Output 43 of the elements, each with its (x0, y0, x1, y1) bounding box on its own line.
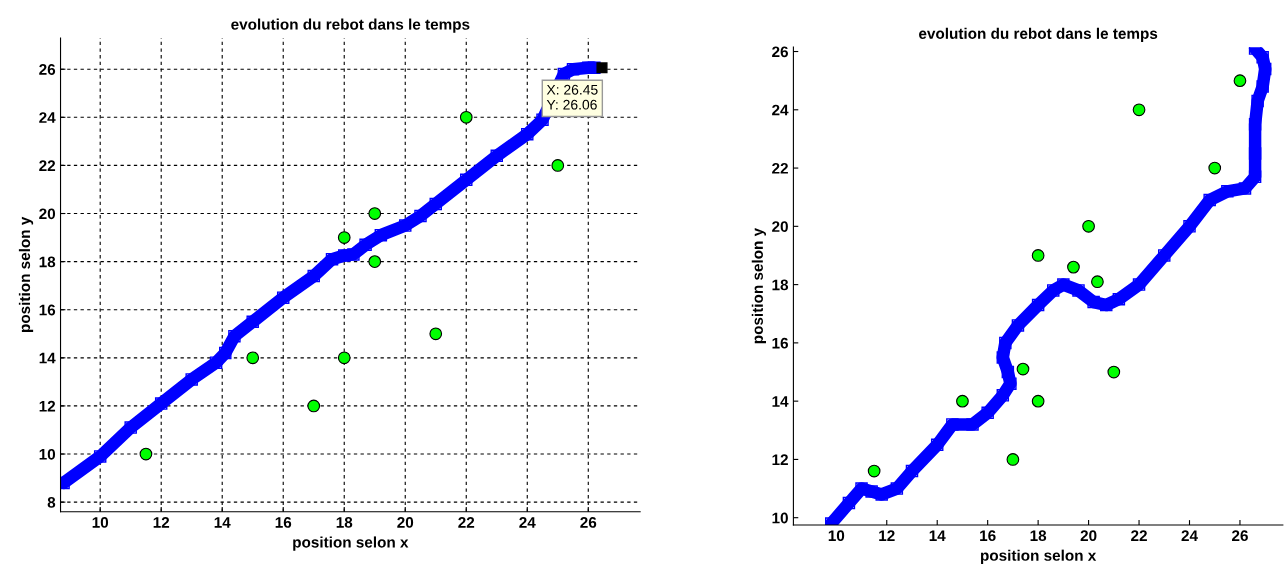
y-tick-label: 24 (39, 112, 56, 123)
x-tick-label: 14 (929, 530, 946, 541)
x-axis-title: position selon x (293, 536, 409, 551)
chart-title: evolution du rebot dans le temps (231, 18, 470, 33)
y-tick-label: 26 (772, 46, 788, 58)
chart-title: evolution du rebot dans le temps (919, 27, 1158, 42)
x-tick-label: 18 (1030, 530, 1047, 542)
y-tick-label: 14 (772, 396, 789, 407)
x-tick-label: 18 (336, 517, 353, 528)
x-tick-label: 20 (397, 517, 414, 528)
x-tick-label: 12 (153, 517, 170, 528)
y-tick-label: 26 (39, 64, 56, 75)
y-tick-label: 10 (39, 448, 56, 460)
x-tick-label: 10 (828, 530, 845, 542)
y-tick-label: 12 (39, 400, 56, 412)
y-tick-label: 24 (772, 104, 789, 116)
y-tick-label: 22 (772, 162, 788, 174)
y-tick-label: 16 (39, 304, 56, 316)
x-axis-title: position selon x (981, 549, 1097, 564)
y-tick-label: 8 (47, 497, 56, 508)
x-tick-label: 14 (214, 517, 231, 528)
y-tick-label: 20 (772, 221, 788, 233)
x-tick-label: 22 (458, 517, 475, 528)
y-axis-title: position selon y (18, 216, 34, 332)
y-tick-label: 22 (39, 160, 56, 171)
x-tick-label: 16 (275, 517, 292, 528)
y-tick-label: 12 (772, 454, 788, 465)
x-tick-label: 10 (92, 517, 109, 528)
annotation: X: 26.45 Y: 26.06 (546, 84, 598, 110)
y-axis-title: position selon y (751, 227, 766, 344)
x-tick-label: 24 (1181, 530, 1198, 541)
y-tick-label: 18 (772, 279, 789, 291)
x-tick-label: 22 (1131, 530, 1147, 541)
x-tick-label: 26 (1231, 530, 1248, 542)
y-tick-label: 14 (39, 352, 56, 364)
x-tick-label: 12 (879, 530, 895, 541)
y-tick-label: 20 (39, 208, 56, 220)
y-tick-label: 18 (39, 256, 56, 268)
x-tick-label: 26 (580, 517, 597, 528)
x-tick-label: 20 (1080, 530, 1097, 542)
x-tick-label: 16 (980, 530, 996, 542)
y-tick-label: 16 (772, 337, 788, 349)
x-tick-label: 24 (519, 517, 536, 528)
